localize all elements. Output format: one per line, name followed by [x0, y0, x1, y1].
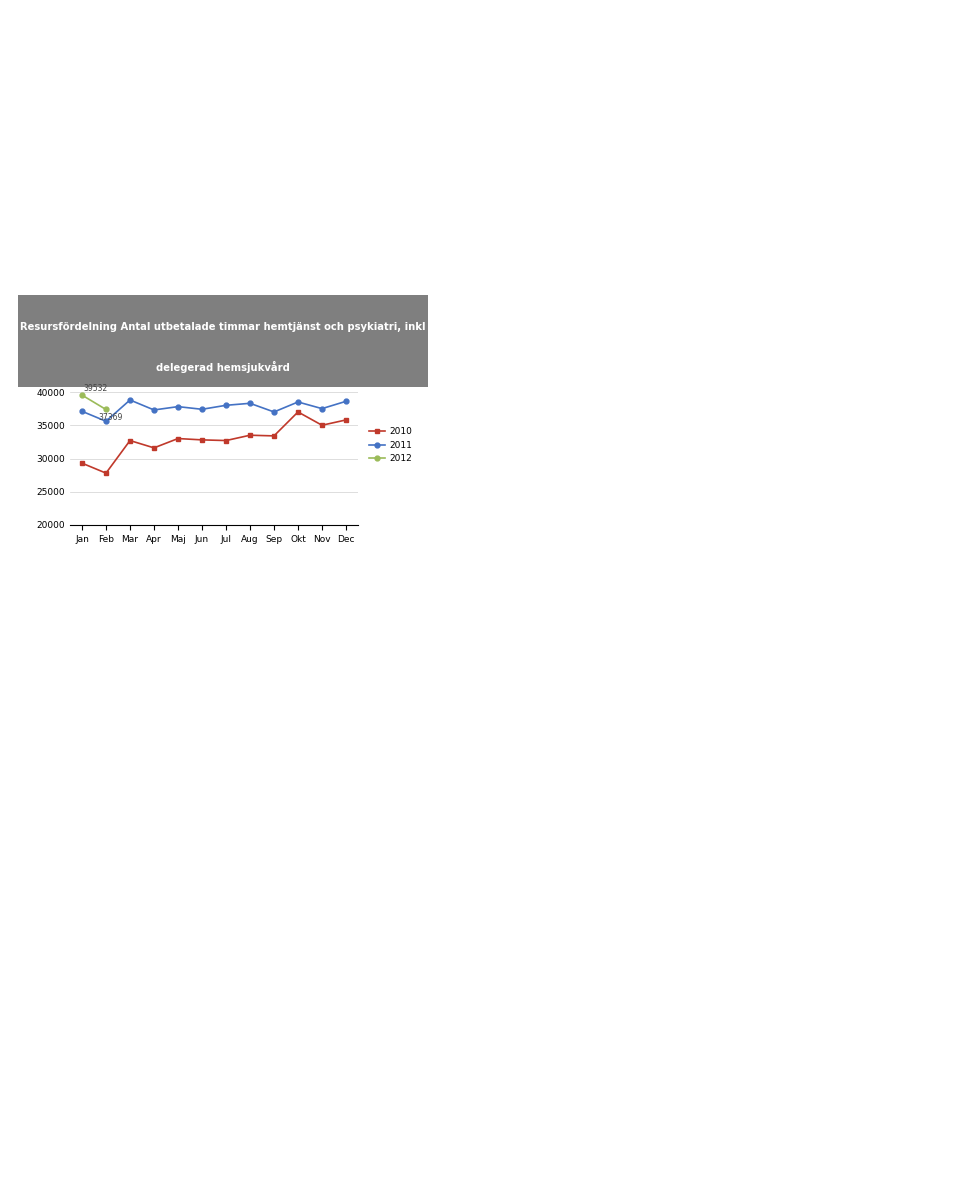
Line: 2010: 2010 — [80, 409, 348, 476]
2010 — [316, 418, 327, 432]
2010 — [292, 405, 303, 419]
Text: 39532: 39532 — [84, 384, 108, 394]
2012 — [76, 388, 87, 402]
2010 — [220, 433, 231, 448]
2011 — [124, 393, 135, 407]
2010 — [196, 432, 207, 447]
2011 — [244, 396, 255, 411]
2010 — [268, 429, 279, 443]
2011 — [340, 394, 351, 408]
2011 — [100, 414, 111, 429]
Text: 37369: 37369 — [99, 413, 123, 421]
Legend: 2010, 2011, 2012: 2010, 2011, 2012 — [366, 424, 416, 467]
2011 — [268, 405, 279, 419]
2012 — [100, 402, 111, 417]
2011 — [220, 399, 231, 413]
Line: 2012: 2012 — [80, 393, 108, 412]
2011 — [172, 400, 183, 414]
Text: Resursfördelning Antal utbetalade timmar hemtjänst och psykiatri, inkl: Resursfördelning Antal utbetalade timmar… — [20, 323, 425, 332]
2010 — [172, 431, 183, 445]
2010 — [340, 413, 351, 427]
2010 — [148, 441, 159, 455]
Line: 2011: 2011 — [80, 397, 348, 424]
2010 — [124, 433, 135, 448]
Text: delegerad hemsjukvård: delegerad hemsjukvård — [156, 361, 290, 373]
2011 — [196, 402, 207, 417]
2010 — [76, 456, 87, 471]
2011 — [76, 405, 87, 419]
2011 — [148, 402, 159, 417]
2011 — [292, 395, 303, 409]
2010 — [100, 466, 111, 480]
2011 — [316, 401, 327, 415]
2010 — [244, 427, 255, 442]
